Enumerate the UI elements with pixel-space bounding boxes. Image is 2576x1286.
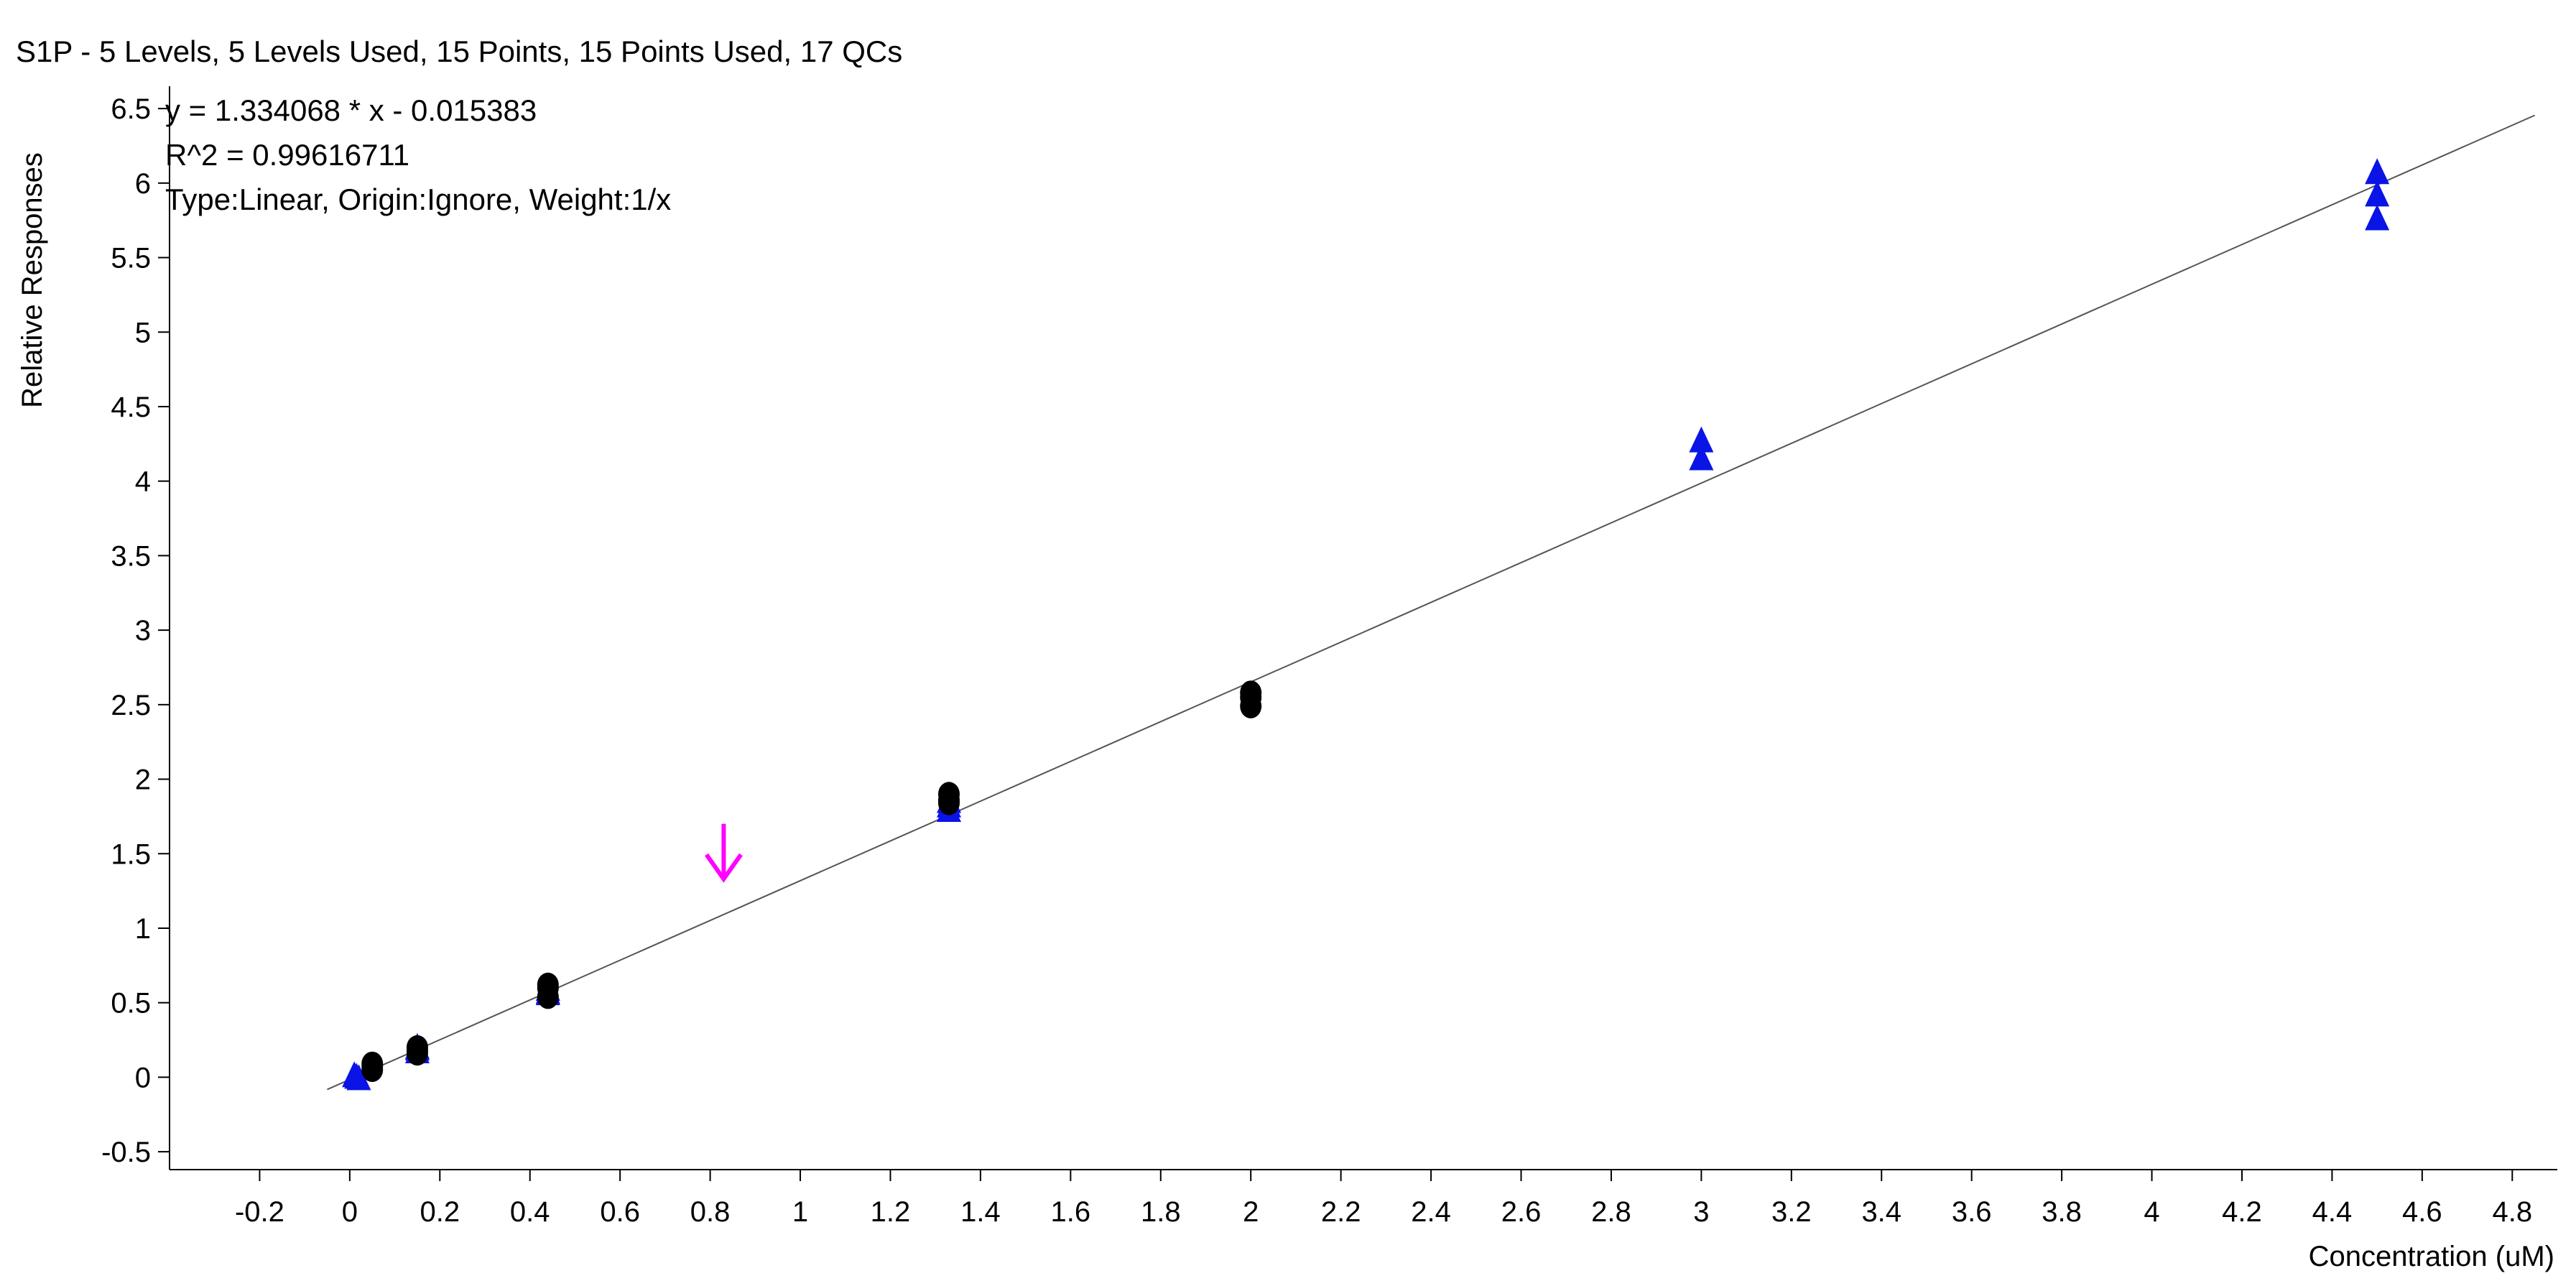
x-tick-label: 1.8 bbox=[1141, 1196, 1181, 1228]
x-tick-label: 2.6 bbox=[1501, 1196, 1542, 1228]
calibrator-point bbox=[1689, 426, 1714, 453]
x-tick-label: 1.4 bbox=[960, 1196, 1001, 1228]
x-tick-label: 0.2 bbox=[420, 1196, 460, 1228]
calibrator-point bbox=[344, 1063, 369, 1089]
x-tick-label: 4.4 bbox=[2312, 1196, 2353, 1228]
axes: -0.5 0 0.5 1 1.5 2 2.5 3 3.5 4 4.5 5 5.5 6 6.5 -0.2 0 0.2… bbox=[101, 86, 2557, 1228]
fit-type: Type:Linear, Origin:Ignore, Weight:1/x bbox=[165, 182, 671, 216]
magenta-arrow bbox=[704, 823, 743, 883]
fit-annotations: y = 1.334068 * x - 0.015383 R^2 = 0.9961… bbox=[165, 93, 671, 216]
qc-point bbox=[406, 1038, 428, 1063]
x-tick-label: 4.8 bbox=[2492, 1196, 2532, 1228]
y-tick-label: 1.5 bbox=[111, 838, 151, 870]
x-tick-label: 0.8 bbox=[690, 1196, 731, 1228]
x-tick-label: 3 bbox=[1693, 1196, 1709, 1228]
regression-line bbox=[327, 114, 2536, 1091]
x-tick-label: 3.4 bbox=[1861, 1196, 1901, 1228]
calibrator-point bbox=[2365, 158, 2390, 185]
y-tick-label: 3.5 bbox=[111, 540, 151, 572]
qc-point bbox=[361, 1054, 384, 1079]
x-tick-label: 2.4 bbox=[1411, 1196, 1451, 1228]
chart-title: S1P - 5 Levels, 5 Levels Used, 15 Points… bbox=[16, 34, 902, 68]
x-tick-label: 4.6 bbox=[2402, 1196, 2442, 1228]
calibrator-point bbox=[1689, 444, 1714, 471]
y-tick-label: 3 bbox=[135, 615, 151, 647]
regression-equation: y = 1.334068 * x - 0.015383 bbox=[165, 93, 537, 127]
y-tick-label: 1 bbox=[135, 913, 151, 945]
x-tick-label: 1.6 bbox=[1051, 1196, 1091, 1228]
x-tick-label: 1 bbox=[792, 1196, 808, 1228]
qc-point bbox=[1240, 685, 1262, 710]
x-tick-label: 2.2 bbox=[1321, 1196, 1361, 1228]
y-tick-label: 4.5 bbox=[111, 392, 151, 423]
regression-line-group bbox=[327, 114, 2536, 1091]
x-tick-label: 3.2 bbox=[1771, 1196, 1812, 1228]
x-tick-label: 2.8 bbox=[1591, 1196, 1631, 1228]
y-tick-label: 5 bbox=[135, 317, 151, 348]
y-tick-label: 6.5 bbox=[111, 93, 151, 125]
y-tick-label: 2.5 bbox=[111, 690, 151, 721]
x-tick-label: 1.2 bbox=[871, 1196, 911, 1228]
qc-point bbox=[537, 975, 559, 1000]
x-tick-label: 4.2 bbox=[2222, 1196, 2262, 1228]
y-tick-label: -0.5 bbox=[101, 1137, 151, 1168]
calibrator-point bbox=[2365, 204, 2390, 231]
x-tick-label: 3.8 bbox=[2042, 1196, 2082, 1228]
x-tick-label: 0 bbox=[342, 1196, 358, 1228]
y-tick-label: 5.5 bbox=[111, 243, 151, 274]
y-tick-label: 6 bbox=[135, 168, 151, 200]
calibrator-point bbox=[2365, 180, 2390, 207]
x-tick-label: 2 bbox=[1243, 1196, 1259, 1228]
qc-point bbox=[938, 790, 960, 815]
y-tick-label: 0.5 bbox=[111, 988, 151, 1019]
y-tick-label: 2 bbox=[135, 764, 151, 796]
r-squared: R^2 = 0.99616711 bbox=[165, 138, 409, 172]
y-tick-label: 0 bbox=[135, 1062, 151, 1093]
x-tick-label: 3.6 bbox=[1952, 1196, 1992, 1228]
x-tick-label: -0.2 bbox=[235, 1196, 284, 1228]
y-axis-label: Relative Responses bbox=[17, 152, 48, 408]
data-points bbox=[342, 158, 2390, 1091]
x-tick-label: 0.6 bbox=[600, 1196, 640, 1228]
y-tick-label: 4 bbox=[135, 466, 151, 498]
x-axis-label: Concentration (uM) bbox=[2309, 1241, 2554, 1272]
x-tick-label: 0.4 bbox=[510, 1196, 550, 1228]
arrow-head bbox=[704, 853, 743, 883]
x-tick-label: 4 bbox=[2144, 1196, 2159, 1228]
